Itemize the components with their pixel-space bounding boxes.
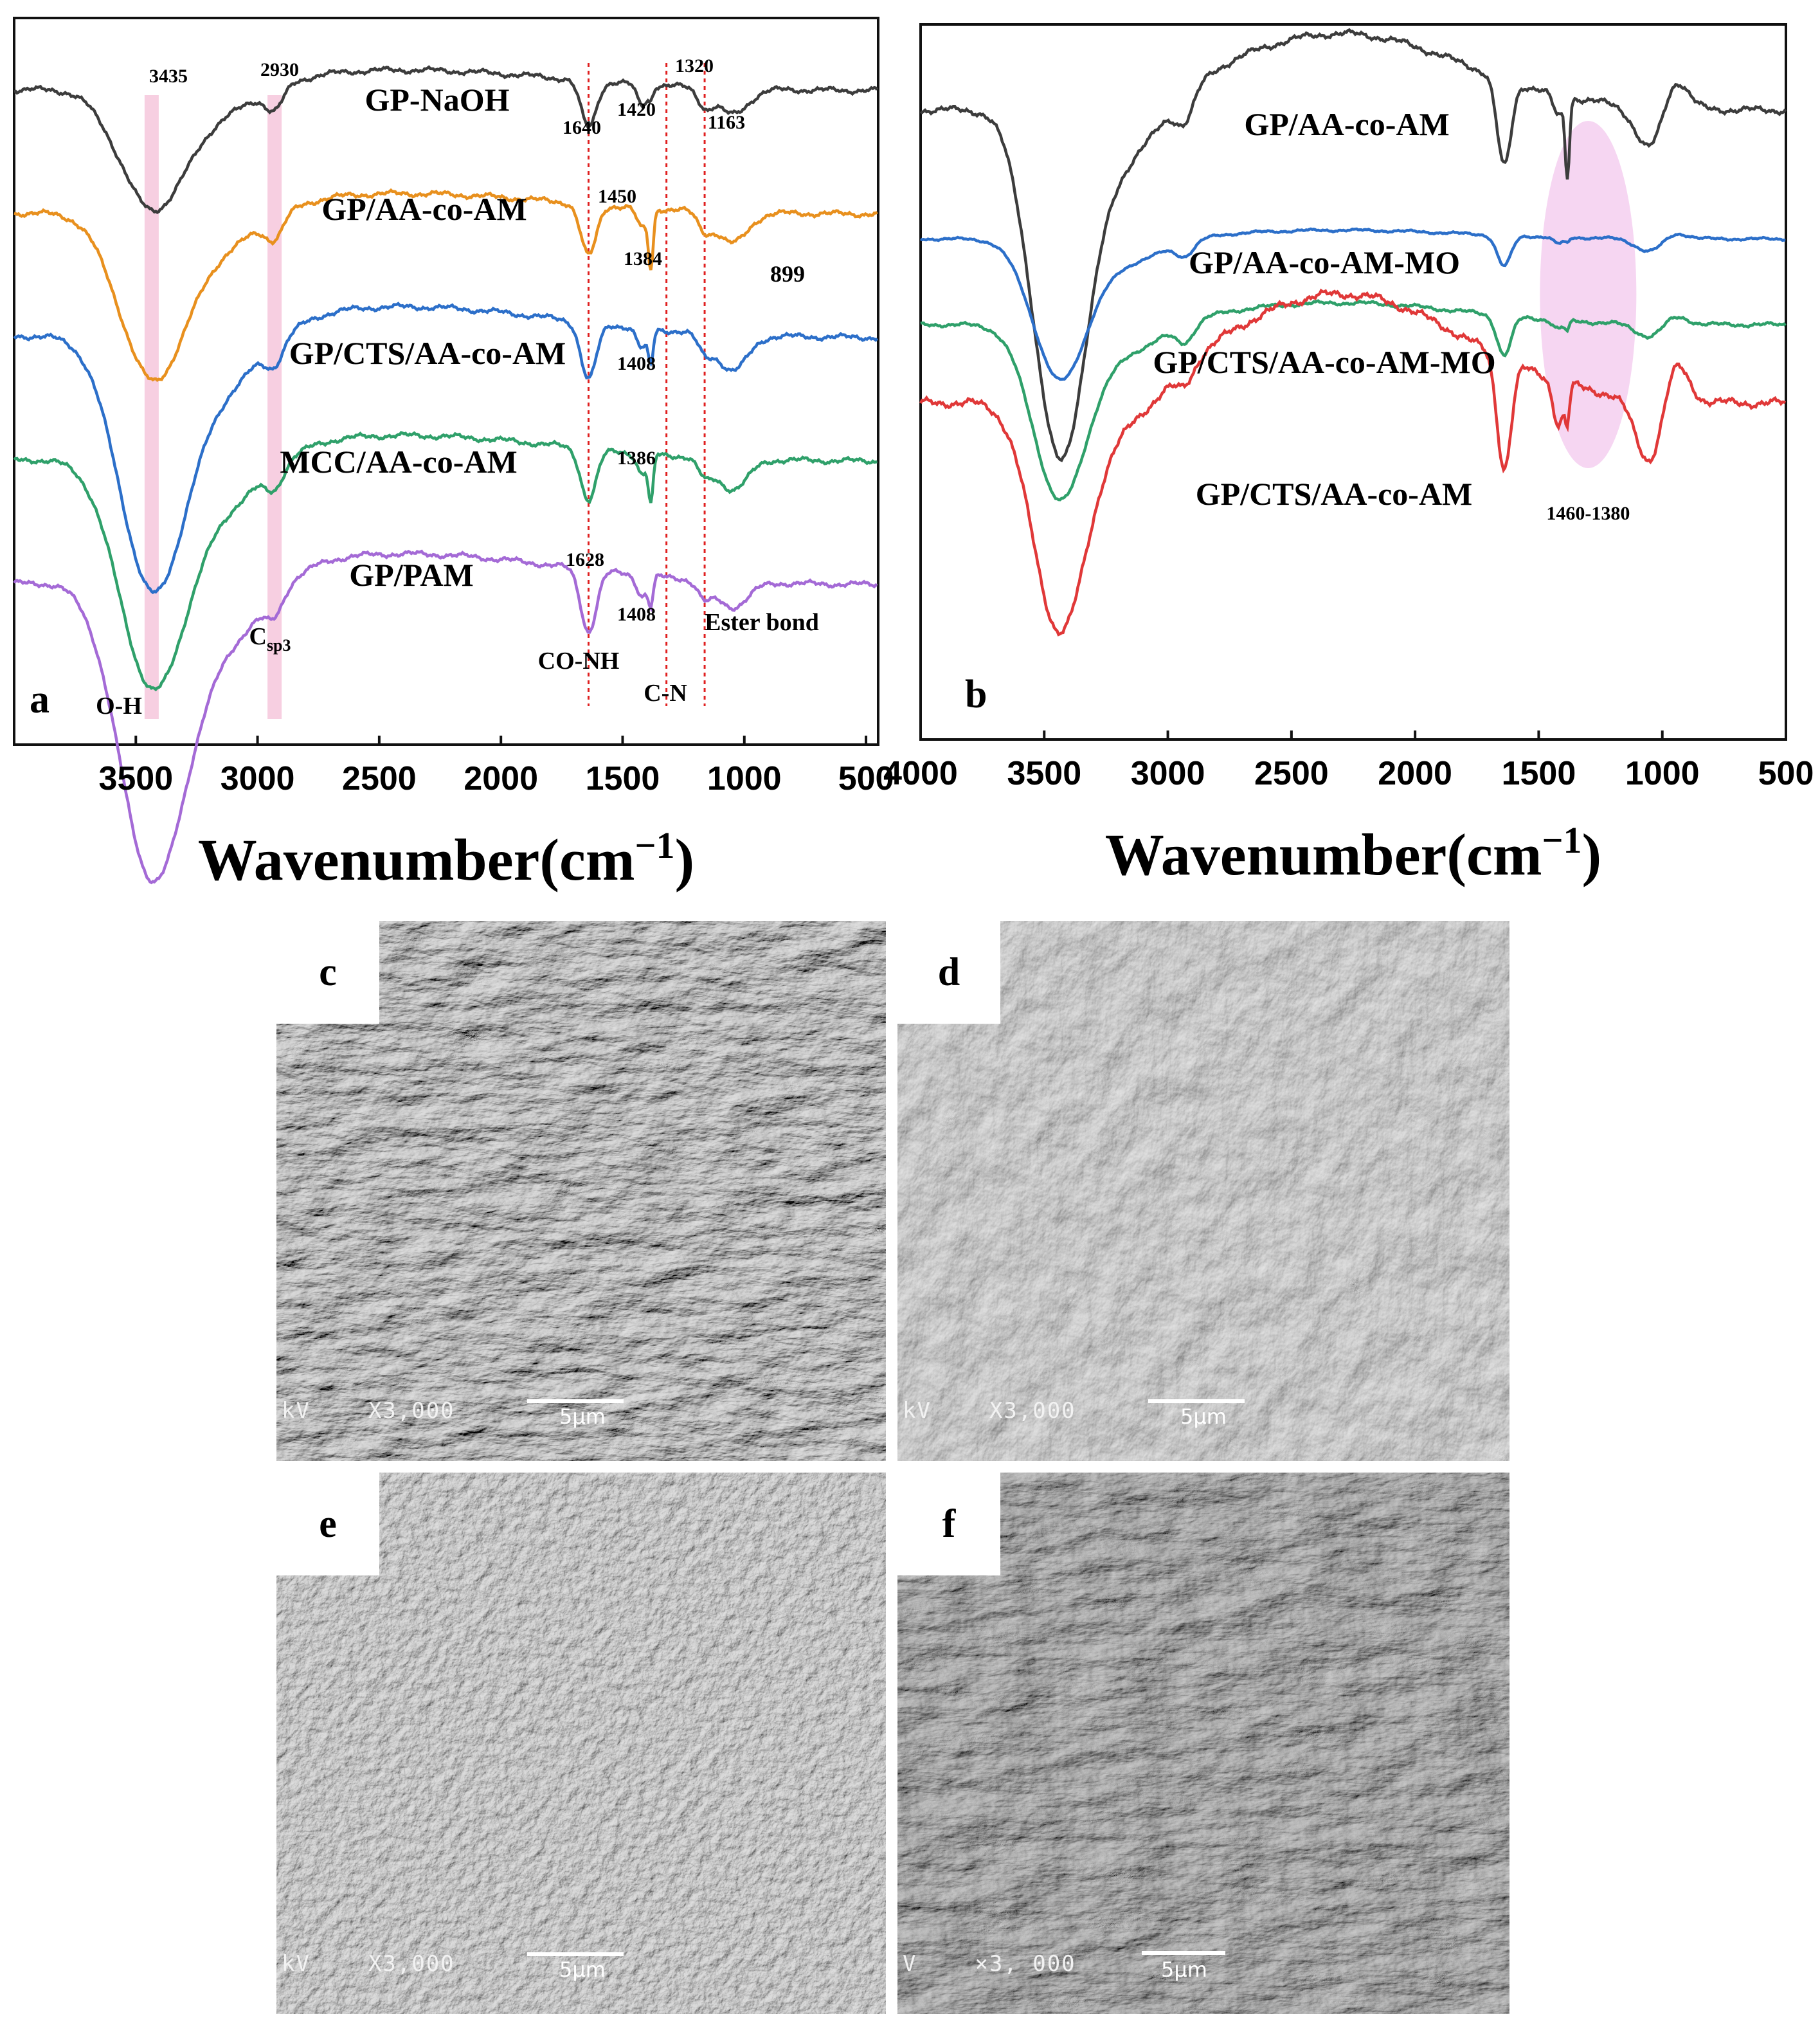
peak-label-9: 1408 — [617, 353, 656, 374]
x-axis-title-a: Wavenumber(cm−1) — [198, 824, 694, 893]
x-tick-label-500: 500 — [838, 760, 894, 797]
series-line-gp-pam — [13, 549, 878, 885]
series-line-gp-aa-co-am — [919, 28, 1787, 462]
sem-scalebar-f — [1142, 1951, 1225, 1955]
x-tick-label-1000: 1000 — [1625, 755, 1700, 792]
annotation-cn: C-N — [644, 680, 687, 707]
sem-scale-label-d: 5μm — [1180, 1404, 1227, 1429]
x-axis-title-close: ) — [1582, 822, 1602, 887]
series-line-gp-cts-aa-co-am — [13, 302, 879, 595]
sem-scalebar-d — [1148, 1399, 1245, 1403]
sem-label-c: c — [276, 921, 379, 1024]
peak-label-2: 1640 — [563, 117, 601, 138]
peak-label-3: 1420 — [617, 99, 656, 120]
series-line-gp-naoh — [14, 65, 879, 214]
x-axis-title-sup: −1 — [635, 824, 674, 866]
peak-label-7: 1384 — [624, 248, 662, 269]
highlight-region-label: 1460-1380 — [1546, 503, 1630, 524]
series-label-b-gp-cts-aa-co-am: GP/CTS/AA-co-AM — [1196, 476, 1473, 512]
plot-frame-b — [919, 23, 1787, 741]
peak-label-6: 1450 — [598, 186, 636, 207]
x-tick-label-3000: 3000 — [221, 760, 295, 797]
series-line-gp-aa-co-am-mo — [919, 227, 1786, 381]
sem-info-c: kV X3,000 — [282, 1398, 455, 1424]
peak-label-10: 1386 — [617, 448, 656, 469]
sem-panel-e: e kV X3,000 5μm — [276, 1473, 886, 2014]
peak-label-12: 1408 — [617, 604, 656, 625]
sem-scale-label-c: 5μm — [559, 1404, 606, 1429]
panel-label-b: b — [965, 673, 987, 716]
x-tick-label-2500: 2500 — [342, 760, 417, 797]
x-tick-label-1500: 1500 — [1502, 755, 1576, 792]
x-axis-title-main: Wavenumber(cm — [198, 827, 635, 893]
peak-label-4: 1320 — [675, 55, 714, 77]
x-tick-label-2500: 2500 — [1254, 755, 1329, 792]
x-tick-label-2000: 2000 — [464, 760, 538, 797]
panel-a-ftir-chart: 3500 3000 2500 2000 1500 1000 500 Wavenumber(cm… — [13, 17, 894, 893]
series-label-gp-cts-aa-co-am: GP/CTS/AA-co-AM — [289, 335, 566, 371]
series-label-b-gp-aa-co-am: GP/AA-co-AM — [1244, 106, 1449, 142]
highlight-band-2930 — [267, 95, 282, 719]
sem-info-e: kV X3,000 — [282, 1951, 455, 1977]
sem-info-f: V ×3, 000 — [903, 1951, 1076, 1977]
sem-scalebar-c — [527, 1399, 624, 1403]
highlight-region-ellipse — [1540, 121, 1637, 468]
series-line-gp-cts-aa-co-am — [919, 288, 1787, 637]
x-axis-title-sup: −1 — [1542, 819, 1581, 861]
sem-panel-c: c kV X3,000 5μm — [276, 921, 886, 1461]
x-tick-label-1500: 1500 — [586, 760, 660, 797]
sem-scale-label-f: 5μm — [1161, 1957, 1207, 1982]
series-line-gp-aa-co-am — [14, 188, 878, 383]
annotation-oh: O-H — [96, 693, 142, 720]
peak-label-5: 1163 — [708, 112, 745, 133]
x-tick-label-3000: 3000 — [1131, 755, 1205, 792]
peak-label-0: 3435 — [149, 66, 188, 87]
x-axis-title-main: Wavenumber(cm — [1105, 822, 1542, 887]
x-tick-label-1000: 1000 — [707, 760, 782, 797]
series-label-gp-aa-co-am: GP/AA-co-AM — [321, 191, 527, 227]
series-label-gp-pam: GP/PAM — [349, 557, 473, 593]
peak-label-11: 1628 — [566, 549, 604, 570]
panel-label-a: a — [30, 678, 50, 721]
sem-panel-f: f V ×3, 000 5μm — [897, 1473, 1509, 2014]
sem-info-d: kV X3,000 — [903, 1398, 1076, 1424]
highlight-band-3435 — [144, 95, 159, 719]
sem-scalebar-e — [527, 1952, 624, 1956]
series-line-gp-cts-aa-co-am-mo — [920, 299, 1787, 502]
x-tick-label-2000: 2000 — [1378, 755, 1452, 792]
x-tick-label-500: 500 — [1758, 755, 1814, 792]
series-label-mcc-aa-co-am: MCC/AA-co-AM — [280, 444, 517, 480]
annotation-csp3-main: C — [249, 623, 266, 650]
sem-panel-d: d kV X3,000 5μm — [897, 921, 1509, 1461]
x-axis-title-b: Wavenumber(cm−1) — [1105, 819, 1601, 887]
peak-label-1: 2930 — [260, 59, 299, 80]
annotation-conh: CO-NH — [538, 648, 620, 675]
sem-label-e: e — [276, 1473, 379, 1575]
sem-label-d: d — [897, 921, 1000, 1024]
x-tick-label-3500: 3500 — [1007, 755, 1081, 792]
annotation-csp3: Csp3 — [249, 623, 291, 655]
panel-b-ftir-chart: 1460-1380 4000 3500 3000 2500 2000 1500 1000 500… — [883, 23, 1814, 887]
plot-frame-a — [13, 17, 879, 746]
x-axis-title-close: ) — [675, 827, 695, 893]
series-line-mcc-aa-co-am — [13, 431, 878, 692]
peak-label-8: 899 — [770, 261, 805, 287]
sem-scale-label-e: 5μm — [559, 1957, 606, 1982]
annotation-ester: Ester bond — [705, 609, 819, 636]
series-label-gp-naoh: GP-NaOH — [365, 82, 510, 118]
series-label-b-gp-cts-aa-co-am-mo: GP/CTS/AA-co-AM-MO — [1153, 344, 1495, 380]
annotation-csp3-sub: sp3 — [267, 636, 291, 655]
series-label-b-gp-aa-co-am-mo: GP/AA-co-AM-MO — [1189, 244, 1460, 280]
x-tick-label-3500: 3500 — [98, 760, 173, 797]
x-tick-label-4000: 4000 — [883, 755, 958, 792]
sem-label-f: f — [897, 1473, 1000, 1575]
